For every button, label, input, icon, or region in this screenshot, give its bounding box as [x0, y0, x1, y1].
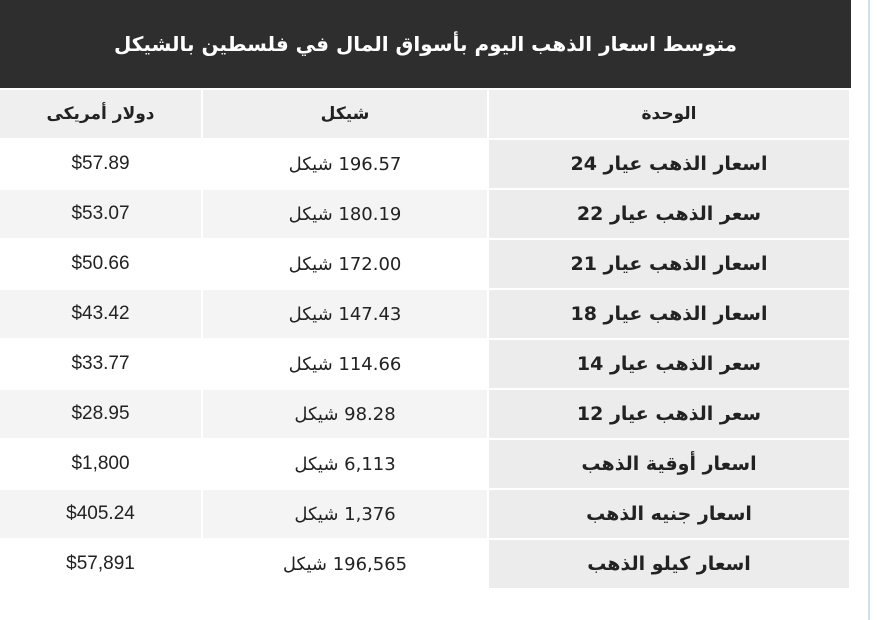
page-border [868, 0, 870, 620]
cell-usd: $33.77 [0, 340, 201, 388]
cell-shekel: 147.43 شيكل [203, 290, 487, 338]
table-row: اسعار جنيه الذهب 1,376 شيكل $405.24 [0, 490, 849, 538]
cell-unit: اسعار كيلو الذهب [489, 540, 849, 588]
cell-shekel: 114.66 شيكل [203, 340, 487, 388]
cell-usd: $43.42 [0, 290, 201, 338]
header-unit: الوحدة [489, 90, 849, 138]
cell-usd: $405.24 [0, 490, 201, 538]
cell-shekel: 180.19 شيكل [203, 190, 487, 238]
cell-shekel: 1,376 شيكل [203, 490, 487, 538]
cell-shekel: 98.28 شيكل [203, 390, 487, 438]
cell-usd: $57,891 [0, 540, 201, 588]
table-row: سعر الذهب عيار 12 98.28 شيكل $28.95 [0, 390, 849, 438]
table-row: سعر الذهب عيار 14 114.66 شيكل $33.77 [0, 340, 849, 388]
gold-price-table: الوحدة شيكل دولار أمريكى اسعار الذهب عيا… [0, 88, 851, 590]
cell-unit: اسعار أوقية الذهب [489, 440, 849, 488]
cell-usd: $50.66 [0, 240, 201, 288]
table-row: اسعار الذهب عيار 21 172.00 شيكل $50.66 [0, 240, 849, 288]
cell-unit: سعر الذهب عيار 12 [489, 390, 849, 438]
cell-unit: اسعار الذهب عيار 18 [489, 290, 849, 338]
table-row: سعر الذهب عيار 22 180.19 شيكل $53.07 [0, 190, 849, 238]
cell-usd: $28.95 [0, 390, 201, 438]
table-row: اسعار الذهب عيار 18 147.43 شيكل $43.42 [0, 290, 849, 338]
cell-shekel: 172.00 شيكل [203, 240, 487, 288]
cell-unit: سعر الذهب عيار 14 [489, 340, 849, 388]
table-title: متوسط اسعار الذهب اليوم بأسواق المال في … [0, 0, 851, 88]
header-row: الوحدة شيكل دولار أمريكى [0, 90, 849, 138]
table-row: اسعار كيلو الذهب 196,565 شيكل $57,891 [0, 540, 849, 588]
table-row: اسعار أوقية الذهب 6,113 شيكل $1,800 [0, 440, 849, 488]
cell-usd: $53.07 [0, 190, 201, 238]
header-shekel: شيكل [203, 90, 487, 138]
cell-usd: $57.89 [0, 140, 201, 188]
gold-price-table-container: متوسط اسعار الذهب اليوم بأسواق المال في … [0, 0, 851, 590]
table-row: اسعار الذهب عيار 24 196.57 شيكل $57.89 [0, 140, 849, 188]
cell-shekel: 196.57 شيكل [203, 140, 487, 188]
cell-usd: $1,800 [0, 440, 201, 488]
cell-unit: سعر الذهب عيار 22 [489, 190, 849, 238]
header-usd: دولار أمريكى [0, 90, 201, 138]
cell-unit: اسعار الذهب عيار 24 [489, 140, 849, 188]
cell-shekel: 196,565 شيكل [203, 540, 487, 588]
cell-unit: اسعار جنيه الذهب [489, 490, 849, 538]
cell-unit: اسعار الذهب عيار 21 [489, 240, 849, 288]
cell-shekel: 6,113 شيكل [203, 440, 487, 488]
